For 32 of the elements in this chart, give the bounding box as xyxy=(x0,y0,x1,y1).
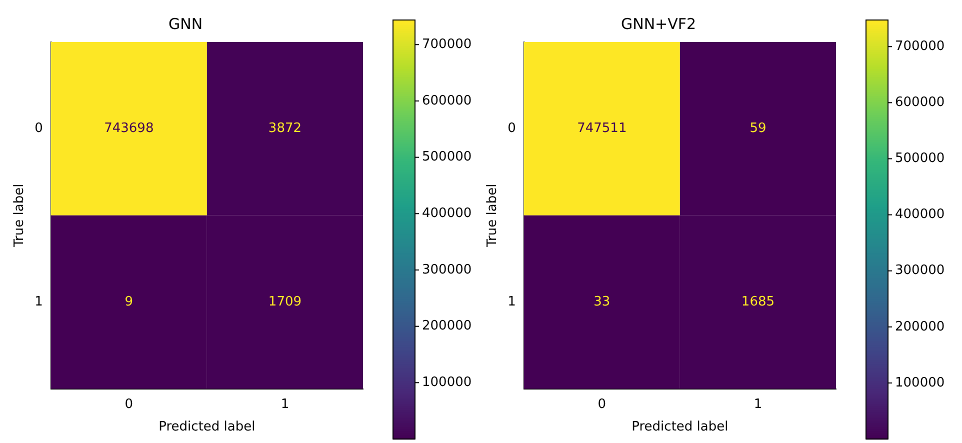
x-tick-label: 1 xyxy=(754,396,762,412)
color-bar-label: 200000 xyxy=(895,319,945,334)
data-label: 1685 xyxy=(741,294,775,310)
color-bar-label: 700000 xyxy=(895,39,945,54)
color-bar-label: 400000 xyxy=(422,206,472,222)
data-label: 743698 xyxy=(104,121,154,136)
color-bar-label: 500000 xyxy=(895,151,945,166)
y-axis-title: True label xyxy=(485,184,500,248)
color-bar-label: 400000 xyxy=(895,207,945,222)
color-bar-label: 300000 xyxy=(422,262,472,278)
data-label: 1709 xyxy=(268,294,302,310)
chart-title: GNN xyxy=(168,14,203,33)
x-tick-label: 0 xyxy=(124,396,134,412)
color-bar-label: 600000 xyxy=(422,93,472,108)
color-bar-label: 600000 xyxy=(895,95,945,110)
color-bar-label: 500000 xyxy=(422,150,472,165)
color-bar-label: 100000 xyxy=(422,375,472,390)
data-label: 9 xyxy=(124,294,134,310)
data-label: 33 xyxy=(594,294,610,310)
chart-title: GNN+VF2 xyxy=(620,14,696,33)
data-label: 59 xyxy=(750,121,766,136)
color-bar-label: 700000 xyxy=(422,36,472,52)
x-tick-label: 0 xyxy=(598,396,606,412)
data-label: 747511 xyxy=(577,121,627,136)
color-bar-label: 200000 xyxy=(422,318,472,334)
color-bar-label: 300000 xyxy=(895,263,945,278)
data-label: 3872 xyxy=(268,121,302,136)
color-bar-label: 100000 xyxy=(895,375,945,390)
x-axis-title: Predicted label xyxy=(158,420,256,435)
x-tick-label: 1 xyxy=(280,396,290,412)
x-axis-title: Predicted label xyxy=(632,420,728,435)
y-axis-title: True label xyxy=(12,184,28,248)
